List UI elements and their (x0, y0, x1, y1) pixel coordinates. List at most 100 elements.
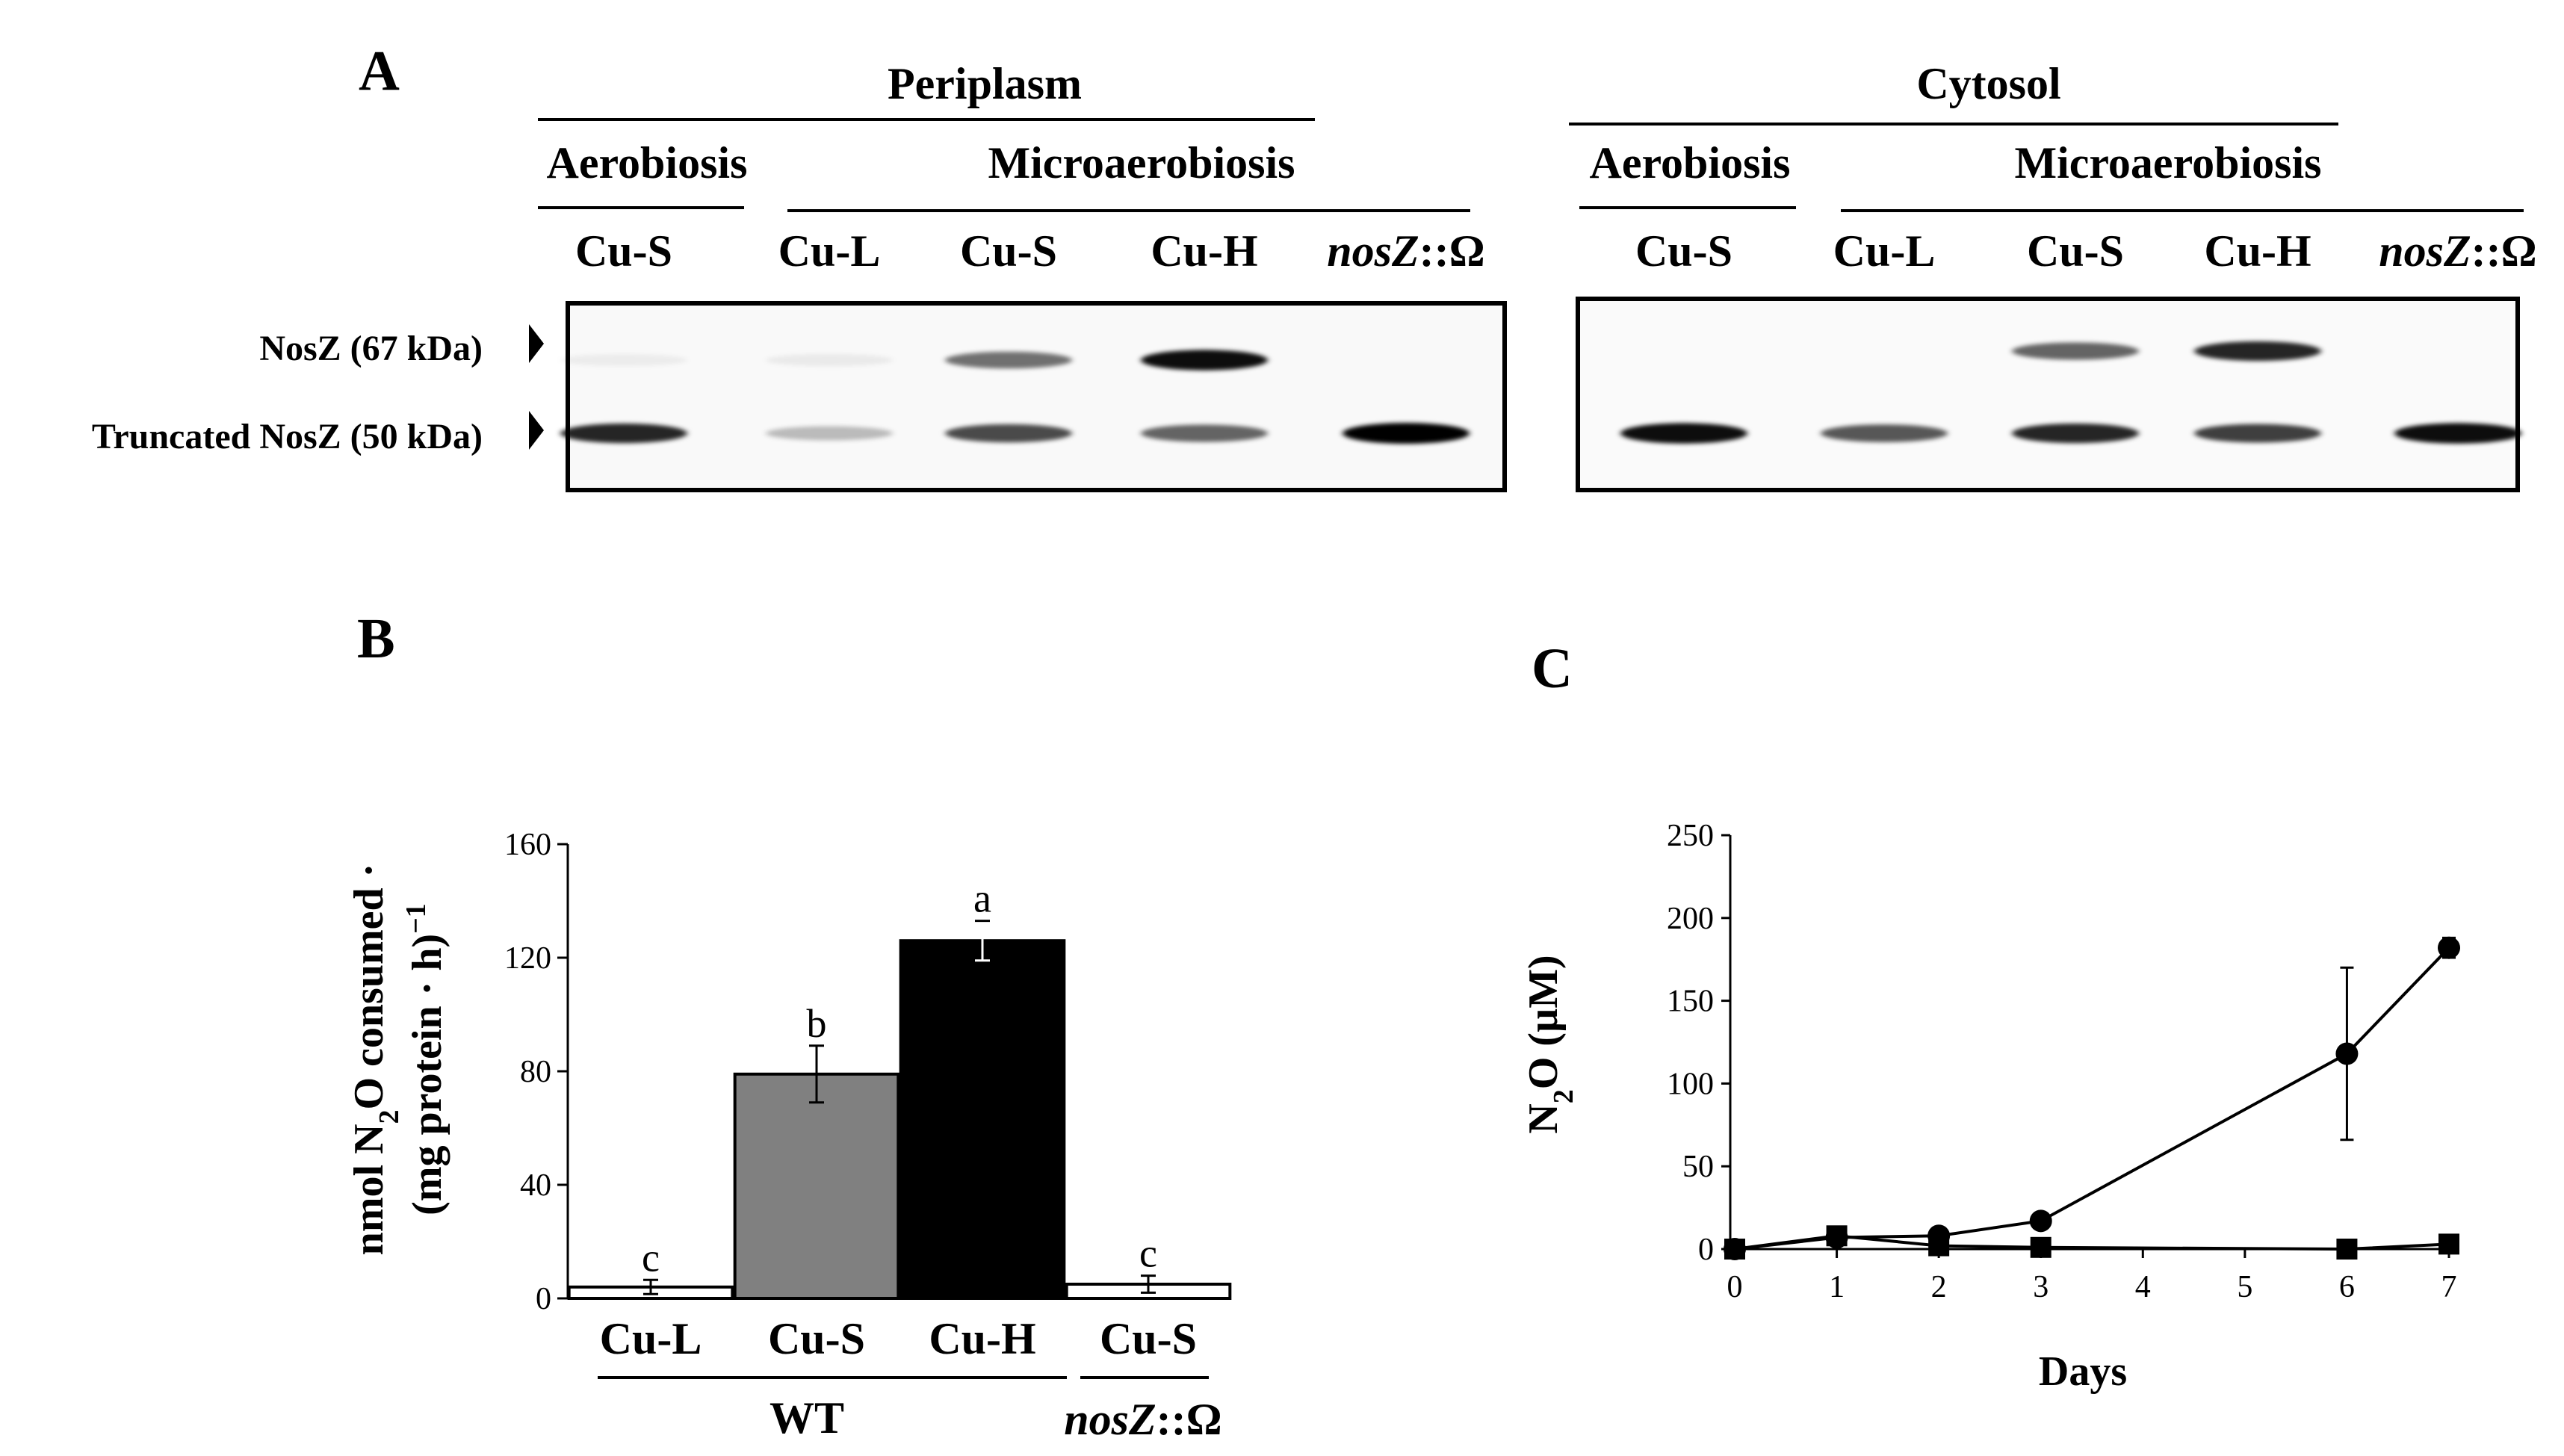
series-square-point (1928, 1235, 1950, 1257)
bar-chart-y-tick-label: 120 (504, 941, 551, 976)
cytosol-lane-3-label: Cu-S (2027, 226, 2124, 276)
bar-chart-ylabel-line2: (mg protein · h)−1 (400, 903, 450, 1215)
series-square-point (2030, 1236, 2051, 1258)
series-square-point (2438, 1233, 2459, 1255)
periplasm-microaerobiosis-label: Microaerobiosis (988, 138, 1295, 188)
panel-b-letter: B (357, 607, 395, 670)
line-chart-y-tick-label: 100 (1667, 1067, 1714, 1101)
series-circle-point (2438, 936, 2460, 959)
blot-cytosol-bands (1620, 341, 2521, 444)
line-chart-y-tick-label: 0 (1698, 1233, 1714, 1267)
bar-chart-y-tick-label: 160 (504, 828, 551, 862)
bar-2-significance-label: b (807, 1001, 827, 1046)
blot-cytosol-frame (1576, 297, 2520, 492)
line-chart-ylabel-sub: 2 (1548, 1089, 1579, 1103)
bar-3-category-label: Cu-H (929, 1314, 1035, 1363)
panel-c-letter: C (1532, 637, 1573, 700)
line-chart-y-tick-label: 150 (1667, 985, 1714, 1019)
cytosol-truncated-band-2 (1821, 424, 1948, 442)
periplasm-truncated-band-5 (1343, 423, 1470, 444)
line-chart-x-tick-label: 1 (1829, 1270, 1845, 1304)
panel-a: A Periplasm Aerobiosis Microaerobiosis C… (92, 40, 2537, 492)
cytosol-lane-5-label-italic: nosZ (2379, 226, 2471, 276)
arrowhead-truncated-icon (529, 411, 544, 450)
series-circle-line (1734, 947, 2450, 1251)
bar-chart-ylabel-line2-a: (mg protein · h) (404, 934, 450, 1215)
periplasm-lane-5-label: nosZ::Ω (1327, 226, 1484, 276)
line-chart-x-tick-label: 7 (2441, 1270, 2457, 1304)
bar-chart-ylabel-line1-b: O consumed · (346, 864, 392, 1110)
cytosol-truncated-band-4 (2194, 424, 2321, 443)
band-label-truncated: Truncated NosZ (50 kDa) (92, 417, 483, 456)
cytosol-lane-1-label: Cu-S (1635, 226, 1732, 276)
series-square-line (1734, 1234, 2450, 1251)
cytosol-title: Cytosol (1916, 59, 2060, 108)
periplasm-aerobiosis-label: Aerobiosis (547, 138, 748, 188)
periplasm-lane-3-label: Cu-S (960, 226, 1057, 276)
bar-chart-y-tick-label: 80 (520, 1055, 551, 1089)
line-chart-x-tick-label: 3 (2033, 1270, 2049, 1304)
line-chart-x-tick-label: 5 (2237, 1270, 2252, 1304)
line-chart-y-tick-label: 200 (1667, 902, 1714, 936)
line-chart-x-tick-label: 4 (2135, 1270, 2151, 1304)
cytosol-lane-5-label-rest: ::Ω (2471, 226, 2537, 276)
bar-1-category-label: Cu-L (600, 1314, 702, 1363)
bar-chart-y-tick-label: 40 (520, 1168, 551, 1203)
bar-chart-ylabel-line1: nmol N2O consumed · (346, 864, 405, 1256)
bar-chart-ylabel-line1-sub: 2 (374, 1110, 405, 1124)
periplasm-lane-5-label-rest: ::Ω (1419, 226, 1485, 276)
blot-periplasm-frame (566, 301, 1507, 492)
series-square-point (1826, 1225, 1848, 1247)
periplasm-full-band-2 (766, 353, 893, 367)
line-chart-ticks: 0 50 100 150 200 250 0 1 2 3 4 5 6 7 (1667, 819, 2457, 1304)
bar-4-significance-label: c (1139, 1231, 1157, 1276)
periplasm-full-band-4 (1141, 350, 1268, 371)
mutant-group-label: nosZ::Ω (1064, 1395, 1221, 1444)
cytosol-lane-2-label: Cu-L (1833, 226, 1936, 276)
periplasm-title: Periplasm (888, 59, 1082, 108)
periplasm-truncated-band-3 (945, 424, 1072, 443)
cytosol-full-band-3 (2012, 342, 2139, 360)
periplasm-full-band-3 (945, 351, 1072, 369)
wt-group-label: WT (769, 1393, 844, 1443)
panel-b: B nmol N2O consumed · (mg protein · h)−1… (346, 607, 1232, 1444)
periplasm-truncated-band-2 (766, 426, 893, 441)
cytosol-lane-4-label: Cu-H (2204, 226, 2311, 276)
bar-chart-y-tick-label: 0 (536, 1282, 551, 1316)
bar-chart-y-ticks: 0 40 80 120 160 (504, 828, 568, 1316)
periplasm-full-band-1 (560, 353, 687, 367)
periplasm-truncated-band-1 (560, 423, 687, 444)
line-chart-series (1724, 936, 2460, 1260)
cytosol-full-band-4 (2194, 341, 2321, 362)
cytosol-aerobiosis-label: Aerobiosis (1590, 138, 1791, 188)
cytosol-truncated-band-3 (2012, 423, 2139, 444)
bar-chart-ylabel-line1-a: nmol N (346, 1124, 392, 1256)
line-chart-axes (1729, 835, 2449, 1251)
line-chart-xlabel: Days (2039, 1348, 2127, 1395)
line-chart-x-tick-label: 0 (1727, 1270, 1743, 1304)
line-chart-x-tick-label: 6 (2339, 1270, 2355, 1304)
series-square-point (2336, 1239, 2358, 1260)
bar-1-significance-label: c (642, 1235, 660, 1280)
arrowhead-full-length-icon (529, 324, 544, 363)
cytosol-truncated-band-5 (2394, 423, 2521, 444)
series-circle-point (2029, 1209, 2052, 1233)
line-chart-y-tick-label: 50 (1682, 1150, 1714, 1184)
line-chart-ylabel-b: O (µM) (1520, 955, 1567, 1089)
bar-3 (899, 939, 1066, 1300)
cytosol-microaerobiosis-label: Microaerobiosis (2014, 138, 2321, 188)
bar-2 (733, 1072, 900, 1301)
periplasm-truncated-band-4 (1141, 424, 1268, 442)
bar-chart-bars: c Cu-L b Cu-S a Cu-H c Cu-S (567, 876, 1232, 1363)
periplasm-lane-4-label: Cu-H (1151, 226, 1257, 276)
bar-chart-ylabel-line2-sup: −1 (400, 903, 432, 934)
periplasm-lane-5-label-italic: nosZ (1327, 226, 1419, 276)
mutant-group-label-italic: nosZ (1064, 1395, 1156, 1444)
series-square-point (1724, 1239, 1745, 1260)
cytosol-truncated-band-1 (1620, 423, 1747, 444)
periplasm-lane-2-label: Cu-L (778, 226, 881, 276)
bar-2-category-label: Cu-S (768, 1314, 865, 1363)
mutant-group-label-rest: ::Ω (1156, 1395, 1222, 1444)
